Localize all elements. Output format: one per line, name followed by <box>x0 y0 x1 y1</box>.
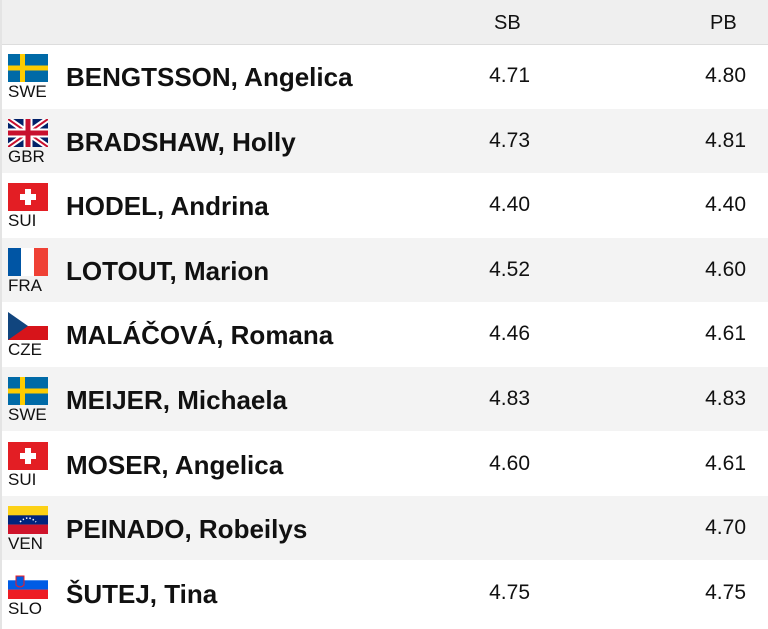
athlete-name: ŠUTEJ, Tina <box>66 578 218 609</box>
personal-best: 4.81 <box>705 128 746 152</box>
flag <box>8 570 48 599</box>
athlete-row: SWE MEIJER, Michaela 4.83 4.83 <box>2 367 768 431</box>
personal-best: 4.75 <box>705 580 746 604</box>
flag <box>8 54 48 82</box>
athlete-row: FRA LOTOUT, Marion 4.52 4.60 <box>2 237 768 302</box>
flag <box>8 118 48 147</box>
country-code: SUI <box>8 211 37 231</box>
athlete-name: BRADSHAW, Holly <box>66 126 296 157</box>
season-best: 4.73 <box>489 128 530 152</box>
season-best: 4.83 <box>489 387 530 410</box>
athlete-row: GBR BRADSHAW, Holly 4.73 4.81 <box>2 108 768 173</box>
country-code: FRA <box>8 275 42 295</box>
country-code: GBR <box>8 146 45 166</box>
athlete-row: SUI MOSER, Angelica 4.60 4.61 <box>2 432 768 496</box>
season-best: 4.52 <box>489 257 530 281</box>
season-best: 4.75 <box>489 580 530 604</box>
flag <box>8 183 48 212</box>
season-best: 4.71 <box>489 64 530 87</box>
personal-best: 4.80 <box>705 64 746 87</box>
personal-best: 4.61 <box>705 451 746 475</box>
country-code: SWE <box>8 405 47 424</box>
personal-best: 4.40 <box>705 193 746 217</box>
header-row: SB PB <box>2 0 768 45</box>
flag <box>8 506 48 535</box>
athlete-row: SWE BENGTSSON, Angelica 4.71 4.80 <box>2 44 768 108</box>
athlete-row: SUI HODEL, Andrina 4.40 4.40 <box>2 173 768 237</box>
athlete-name: PEINADO, Robeilys <box>66 514 308 545</box>
country-code: CZE <box>8 340 42 360</box>
athlete-name: MEIJER, Michaela <box>66 385 288 415</box>
personal-best: 4.60 <box>705 257 746 281</box>
personal-best: 4.61 <box>705 322 746 346</box>
personal-best: 4.70 <box>705 516 746 540</box>
personal-best: 4.83 <box>705 387 746 410</box>
athlete-name: HODEL, Andrina <box>66 191 269 222</box>
season-best: 4.46 <box>489 322 530 346</box>
athlete-row: VEN PEINADO, Robeilys 4.70 <box>2 496 768 561</box>
flag <box>8 441 48 470</box>
country-code: SUI <box>8 469 37 489</box>
athlete-row: SLO ŠUTEJ, Tina 4.75 4.75 <box>2 561 768 625</box>
season-best: 4.60 <box>489 451 530 475</box>
header-pb: PB <box>710 12 737 34</box>
flag <box>8 312 48 341</box>
country-code: SWE <box>8 82 47 101</box>
flag <box>8 377 48 405</box>
flag <box>8 247 48 276</box>
season-best: 4.40 <box>489 193 530 217</box>
athlete-row: CZE MALÁČOVÁ, Romana 4.46 4.61 <box>2 302 768 366</box>
header-sb: SB <box>494 12 521 34</box>
athlete-name: BENGTSSON, Angelica <box>66 62 353 92</box>
country-code: VEN <box>8 534 43 554</box>
athlete-name: LOTOUT, Marion <box>66 255 270 286</box>
country-code: SLO <box>8 598 43 618</box>
athlete-name: MOSER, Angelica <box>66 449 284 480</box>
athlete-name: MALÁČOVÁ, Romana <box>66 320 334 351</box>
